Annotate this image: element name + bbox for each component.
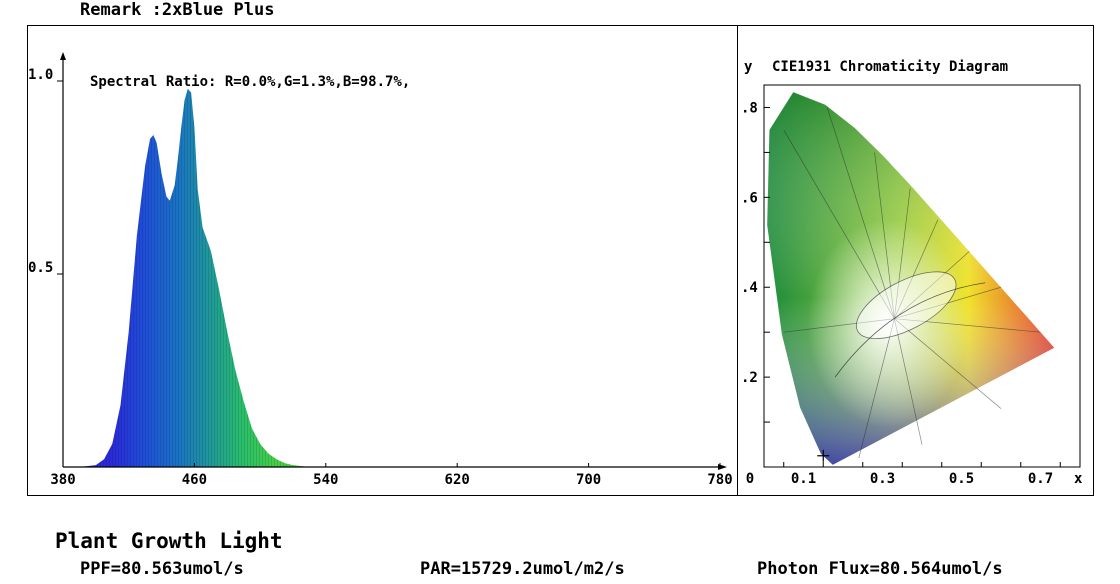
- x-tick-label-620: 620: [445, 472, 470, 488]
- cie-x-tick-label-4: 0.7: [1028, 471, 1053, 487]
- cie-y-tick-label-0: .8: [741, 100, 758, 116]
- x-tick-label-460: 460: [182, 472, 207, 488]
- cie-x-tick-label-1: 0.1: [791, 471, 816, 487]
- cie-y-tick-label-2: .4: [741, 280, 758, 296]
- plant-growth-title: Plant Growth Light: [55, 529, 283, 553]
- cie-locus-group: [767, 92, 1055, 465]
- y-tick-label-0.5: 0.5: [28, 260, 53, 276]
- cie-region-boundary: [858, 318, 895, 459]
- remark-label: Remark :2xBlue Plus: [80, 0, 275, 20]
- photon-flux-value: Photon Flux=80.564umol/s: [757, 559, 1003, 579]
- x-tick-label-540: 540: [313, 472, 338, 488]
- spectrum-stripes: [63, 88, 310, 467]
- cie-title: CIE1931 Chromaticity Diagram: [772, 59, 1008, 75]
- ppf-value: PPF=80.563umol/s: [80, 559, 244, 579]
- par-value: PAR=15729.2umol/m2/s: [420, 559, 625, 579]
- spectral-ratio-label: Spectral Ratio: R=0.0%,G=1.3%,B=98.7%,: [90, 74, 410, 90]
- cie-region-boundary: [894, 318, 923, 445]
- x-axis-arrow: [718, 464, 727, 470]
- cie-x-tick-label-2: 0.3: [870, 471, 895, 487]
- y-tick-label-1: 1.0: [28, 67, 53, 83]
- cie-region-boundary: [826, 107, 895, 319]
- x-tick-label-780: 780: [707, 472, 732, 488]
- panel-divider: [737, 25, 738, 496]
- cie-x-tick-label-0: 0: [746, 471, 754, 487]
- cie-region-boundary: [894, 318, 1002, 409]
- cie-chart: .8 .6 .4 .2 0 0.1 0.3 0.5 0.7 y CIE1931 Chromati…: [741, 59, 1083, 487]
- cie-y-tick-label-3: .2: [741, 370, 758, 386]
- x-tick-label-380: 380: [50, 472, 75, 488]
- cie-planckian-locus: [834, 282, 986, 378]
- cie-y-tick-label-1: .6: [741, 190, 758, 206]
- cie-axes-group: .8 .6 .4 .2 0 0.1 0.3 0.5 0.7: [741, 100, 1061, 487]
- cie-plot-border: [763, 84, 1081, 468]
- spectrum-plot-area: [63, 88, 310, 467]
- spectrum-chart: Spectral Ratio: R=0.0%,G=1.3%,B=98.7%, 3…: [28, 52, 733, 488]
- chart-frame: [27, 25, 1094, 496]
- cie-y-label: y: [744, 59, 753, 75]
- cie-white-region: [855, 271, 957, 340]
- y-axis-arrow: [60, 52, 66, 60]
- cie-x-label: x: [1074, 471, 1083, 487]
- cie-region-boundary: [783, 129, 895, 319]
- x-tick-label-700: 700: [576, 472, 601, 488]
- cie-x-tick-label-3: 0.5: [949, 471, 974, 487]
